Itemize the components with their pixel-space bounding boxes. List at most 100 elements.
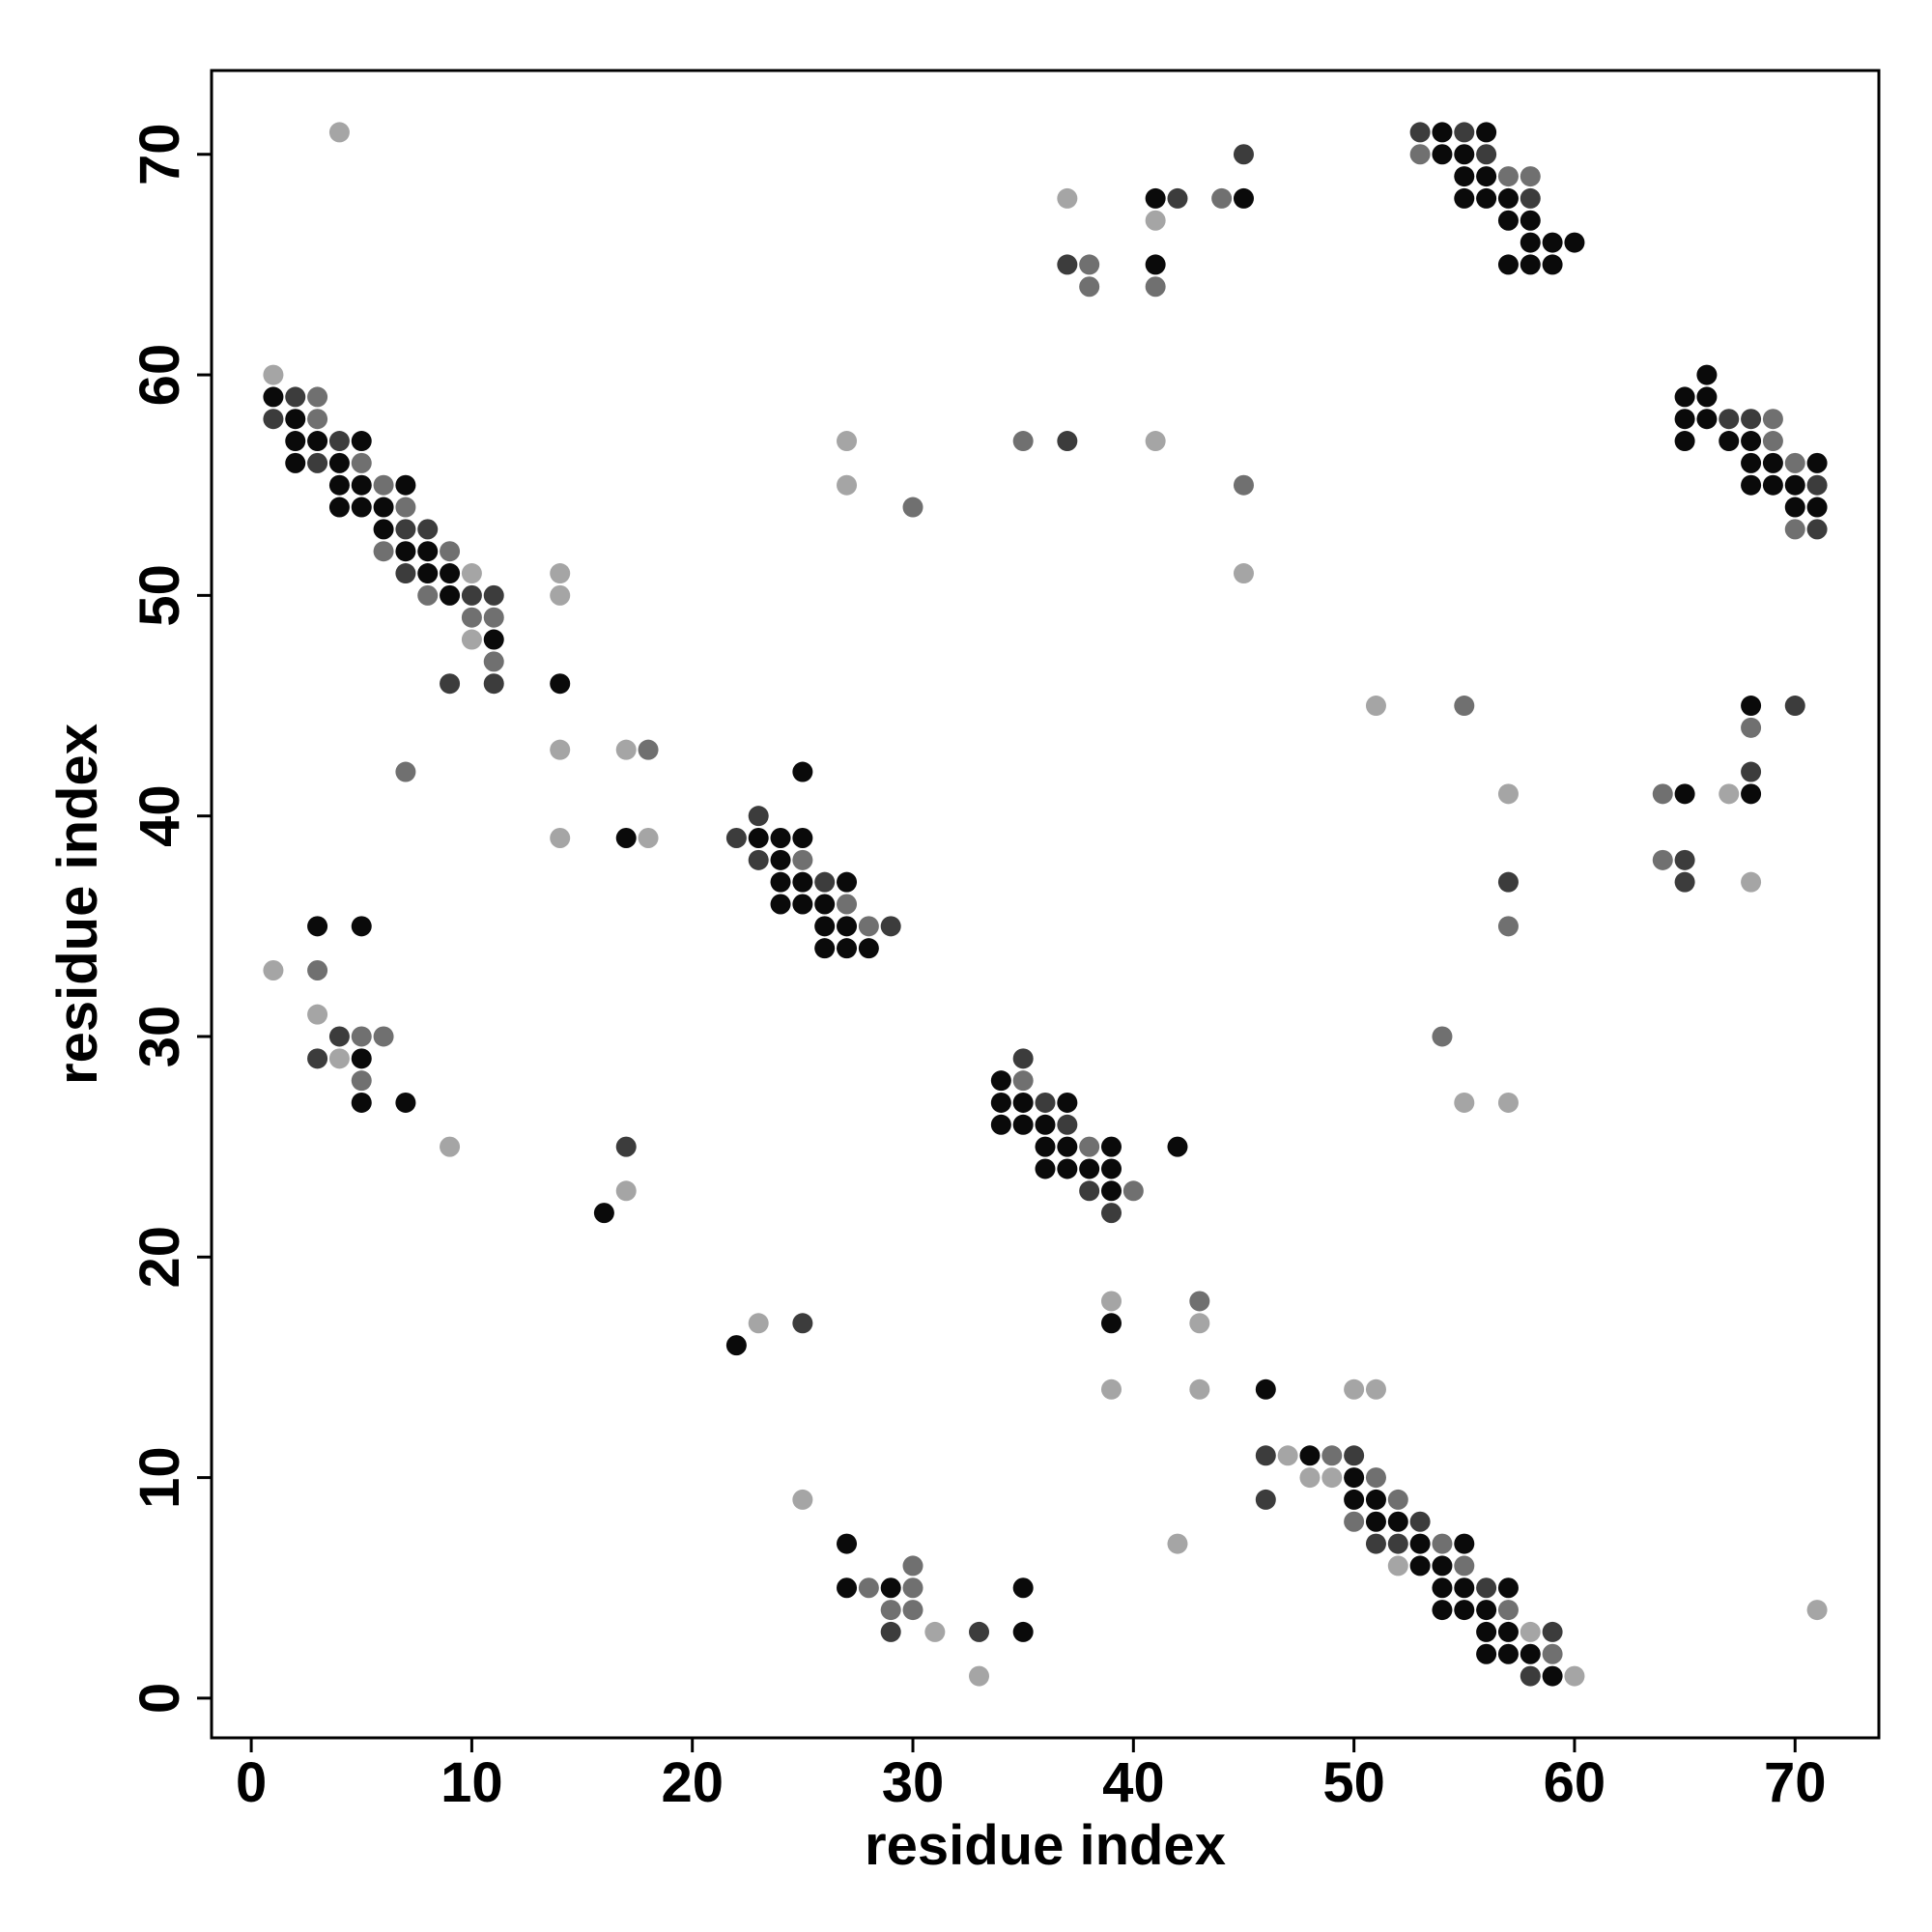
contact-point [1696, 409, 1718, 430]
y-axis-title: residue index [46, 724, 109, 1085]
contact-point [461, 563, 482, 584]
contact-point [1100, 1203, 1122, 1224]
contact-point [1035, 1092, 1056, 1113]
contact-point [1497, 210, 1519, 231]
contact-point [1542, 1665, 1563, 1687]
contact-point [858, 938, 879, 959]
contact-point [1409, 1533, 1431, 1554]
contact-point [880, 1600, 901, 1621]
contact-point [638, 828, 659, 849]
x-tick-label: 70 [1764, 1751, 1827, 1814]
contact-point [990, 1092, 1011, 1113]
contact-point [1454, 1092, 1475, 1113]
contact-point [263, 386, 284, 408]
contact-point [1806, 497, 1828, 518]
contact-point [1012, 1577, 1034, 1599]
contact-point [1079, 276, 1100, 298]
contact-point [1100, 1313, 1122, 1334]
contact-point [373, 519, 394, 540]
contact-point [1344, 1467, 1365, 1489]
contact-point [328, 122, 350, 143]
contact-point [1012, 1621, 1034, 1642]
contact-point [1035, 1114, 1056, 1135]
contact-point [1741, 452, 1762, 473]
contact-point [1432, 1577, 1453, 1599]
contact-point [615, 1136, 637, 1157]
contact-point [837, 916, 858, 937]
contact-point [1454, 166, 1475, 187]
contact-point [1100, 1136, 1122, 1157]
contact-point [1122, 1180, 1144, 1202]
contact-point [550, 828, 571, 849]
contact-point [1719, 431, 1740, 452]
contact-point [1387, 1489, 1408, 1510]
contact-point [1079, 1136, 1100, 1157]
contact-point [1762, 431, 1783, 452]
contact-point [483, 607, 504, 628]
contact-point [1762, 452, 1783, 473]
contact-point [1344, 1511, 1365, 1532]
contact-point [440, 563, 461, 584]
contact-point [1409, 1511, 1431, 1532]
x-tick-label: 10 [440, 1751, 503, 1814]
contact-point [328, 474, 350, 496]
x-tick-label: 20 [661, 1751, 724, 1814]
contact-point [1741, 717, 1762, 738]
contact-point [792, 871, 813, 893]
x-tick-label: 30 [882, 1751, 945, 1814]
contact-point [417, 541, 439, 562]
contact-point [1542, 254, 1563, 275]
contact-point [1012, 1048, 1034, 1069]
contact-point [1321, 1467, 1343, 1489]
contact-point [858, 1577, 879, 1599]
contact-point [1674, 386, 1695, 408]
contact-point [990, 1070, 1011, 1092]
contact-point [924, 1621, 946, 1642]
contact-point [395, 761, 416, 782]
contact-point [1696, 364, 1718, 385]
contact-point [1387, 1533, 1408, 1554]
contact-point [1454, 1533, 1475, 1554]
contact-point [1542, 1643, 1563, 1664]
contact-point [1057, 1114, 1078, 1135]
contact-point [307, 409, 328, 430]
contact-point [1542, 232, 1563, 253]
contact-point [351, 474, 372, 496]
contact-point [307, 431, 328, 452]
y-tick-label: 20 [128, 1226, 191, 1289]
contact-point [373, 497, 394, 518]
contact-point [1167, 1533, 1188, 1554]
contact-point [615, 739, 637, 760]
contact-point [1719, 409, 1740, 430]
contact-point [770, 871, 791, 893]
contact-point [461, 607, 482, 628]
contact-point [615, 1180, 637, 1202]
contact-point [1057, 1092, 1078, 1113]
contact-point [837, 871, 858, 893]
contact-point [351, 1048, 372, 1069]
contact-point [285, 409, 306, 430]
contact-point [550, 563, 571, 584]
contact-point [814, 916, 836, 937]
contact-point [1365, 1533, 1386, 1554]
contact-point [1057, 187, 1078, 209]
contact-point [351, 1026, 372, 1047]
contact-point [1476, 1600, 1497, 1621]
contact-point [837, 894, 858, 915]
plot-frame [210, 69, 1881, 1740]
contact-point [1057, 254, 1078, 275]
contact-point [969, 1621, 990, 1642]
contact-point [1741, 431, 1762, 452]
contact-point [1520, 1643, 1541, 1664]
contact-point [351, 452, 372, 473]
contact-point [880, 1621, 901, 1642]
contact-point [328, 431, 350, 452]
contact-point [1365, 1489, 1386, 1510]
contact-point [837, 938, 858, 959]
contact-point [1432, 1533, 1453, 1554]
contact-point [1762, 474, 1783, 496]
contact-point [1520, 254, 1541, 275]
contact-point [395, 519, 416, 540]
contact-point [483, 629, 504, 650]
contact-point [814, 894, 836, 915]
